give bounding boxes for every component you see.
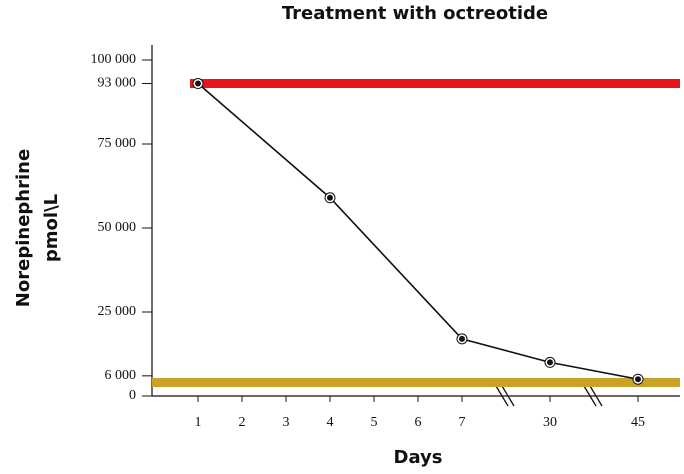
axis-break (589, 385, 603, 407)
x-tick-label: 5 (371, 415, 378, 430)
axis-break (501, 385, 515, 407)
x-axis-label: Days (394, 447, 443, 468)
x-tick-label: 7 (459, 415, 466, 430)
point-core (459, 335, 465, 342)
y-tick-label: 25 000 (98, 304, 137, 319)
point-core (547, 359, 553, 366)
x-tick-label: 2 (239, 415, 246, 430)
y-tick-label: 50 000 (98, 220, 137, 235)
axis-break (495, 385, 509, 407)
x-tick-label: 30 (543, 415, 557, 430)
y-tick-label: 93 000 (98, 76, 137, 91)
x-tick-label: 3 (283, 415, 290, 430)
y-tick-label: 6 000 (105, 368, 137, 383)
y-tick-label: 0 (129, 388, 136, 403)
series-line (197, 82, 639, 380)
y-axis-label-line: pmol\L (41, 194, 62, 262)
y-axis-label-line: Norepinephrine (13, 149, 34, 307)
x-tick-label: 1 (195, 415, 202, 430)
x-tick-label: 4 (327, 415, 334, 430)
y-axis-label: Norepinephrine pmol\L (13, 149, 62, 307)
x-tick-label: 6 (415, 415, 422, 430)
point-core (327, 194, 333, 201)
y-tick-label: 75 000 (98, 136, 137, 151)
point-core (195, 80, 201, 87)
y-tick-label: 100 000 (91, 52, 137, 67)
axis-break (583, 385, 597, 407)
point-core (635, 376, 641, 383)
chart-title: Treatment with octreotide (282, 3, 548, 24)
x-tick-label: 45 (631, 415, 645, 430)
